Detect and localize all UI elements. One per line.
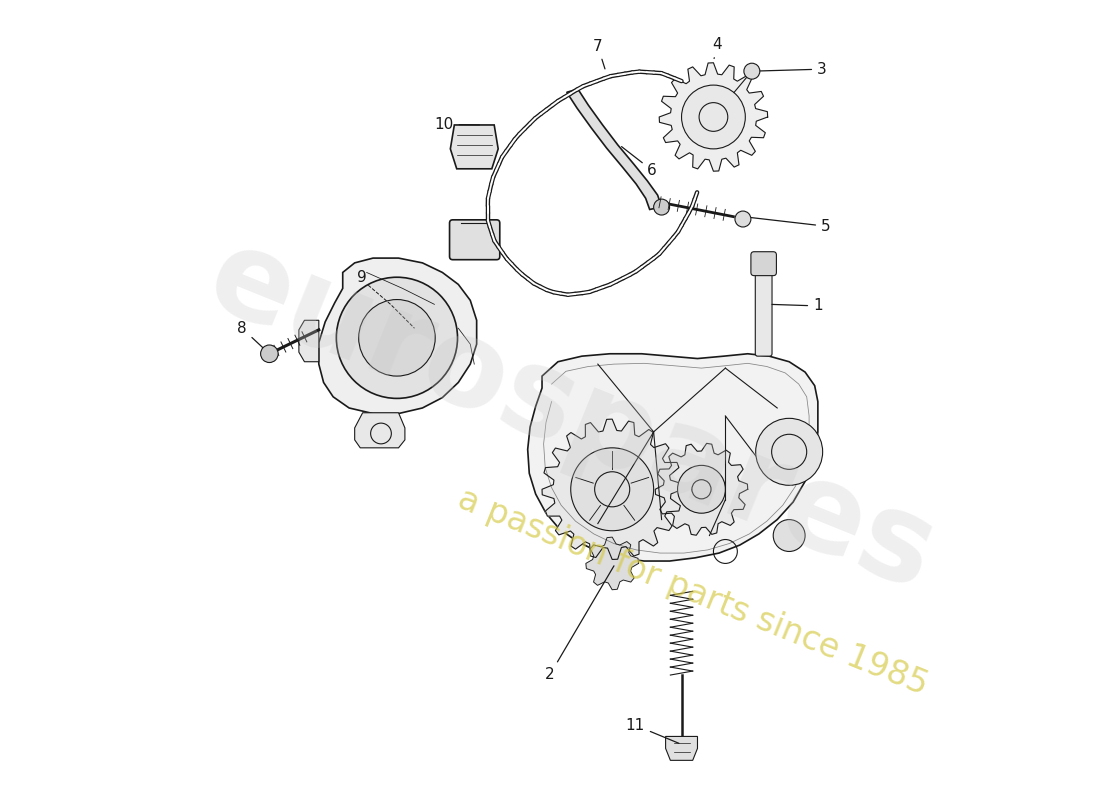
Circle shape (337, 278, 458, 398)
Polygon shape (566, 89, 661, 210)
Text: 1: 1 (772, 298, 823, 314)
Circle shape (571, 448, 653, 530)
Text: 11: 11 (626, 718, 679, 743)
Polygon shape (528, 354, 818, 561)
Polygon shape (586, 537, 638, 590)
Circle shape (773, 519, 805, 551)
Text: 2: 2 (546, 566, 614, 682)
Polygon shape (656, 443, 748, 535)
Text: 10: 10 (434, 117, 480, 132)
Text: 9: 9 (358, 270, 366, 285)
Text: 7: 7 (593, 39, 605, 69)
Circle shape (682, 85, 746, 149)
Polygon shape (450, 125, 498, 169)
Text: 3: 3 (755, 62, 827, 77)
FancyBboxPatch shape (756, 270, 772, 356)
Text: eurospares: eurospares (191, 217, 953, 615)
Text: 6: 6 (621, 146, 657, 178)
Polygon shape (542, 419, 682, 559)
Circle shape (261, 345, 278, 362)
Circle shape (744, 63, 760, 79)
Circle shape (359, 299, 436, 376)
Text: 4: 4 (713, 38, 723, 58)
Circle shape (653, 199, 670, 215)
Polygon shape (319, 258, 476, 414)
Text: 5: 5 (746, 217, 830, 234)
FancyBboxPatch shape (450, 220, 499, 260)
Circle shape (678, 466, 725, 514)
Circle shape (756, 418, 823, 486)
Polygon shape (299, 320, 319, 362)
Polygon shape (659, 62, 768, 171)
FancyBboxPatch shape (751, 252, 777, 276)
Text: a passion for parts since 1985: a passion for parts since 1985 (453, 482, 933, 702)
Polygon shape (666, 737, 697, 760)
Text: 8: 8 (238, 321, 267, 352)
Circle shape (735, 211, 751, 227)
Polygon shape (354, 413, 405, 448)
